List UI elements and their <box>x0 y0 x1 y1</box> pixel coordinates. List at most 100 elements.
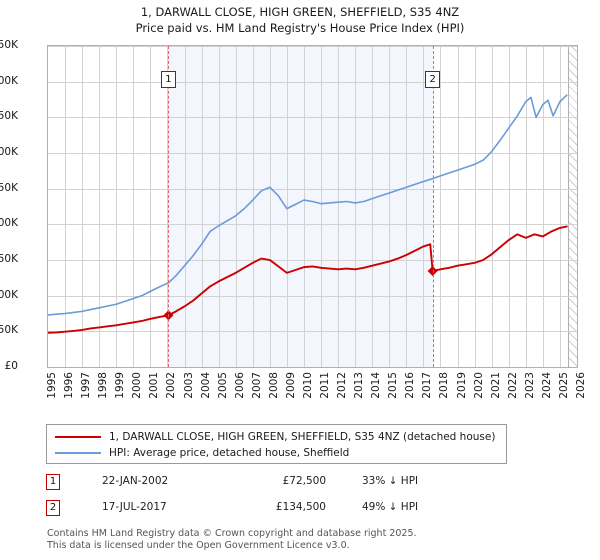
gridline-vertical <box>116 46 118 367</box>
event-marker-label[interactable]: 1 <box>160 71 176 88</box>
x-axis-tick-label: 2020 <box>472 372 485 399</box>
gridline-vertical <box>457 46 459 367</box>
x-axis-tick-label: 2016 <box>404 372 417 399</box>
y-axis-tick-label: £150K <box>0 253 18 265</box>
y-axis-tick-label: £300K <box>0 146 18 158</box>
y-axis-tick-label: £400K <box>0 74 18 87</box>
transaction-index-badge: 2 <box>46 500 60 516</box>
gridline-horizontal <box>48 188 577 190</box>
x-axis-tick-label: 1999 <box>114 372 127 399</box>
x-axis-tick-label: 2007 <box>250 372 263 399</box>
x-axis-tick-label: 2006 <box>233 372 246 399</box>
gridline-horizontal <box>48 117 577 119</box>
chart-no-data-region <box>568 46 577 367</box>
chart-legend: 1, DARWALL CLOSE, HIGH GREEN, SHEFFIELD,… <box>46 424 507 464</box>
gridline-vertical <box>252 46 254 367</box>
footer-attribution: Contains HM Land Registry data © Crown c… <box>47 528 567 551</box>
x-axis-tick-label: 2000 <box>131 372 144 399</box>
gridline-vertical <box>542 46 544 367</box>
gridline-vertical <box>99 46 101 367</box>
transaction-hpi-delta: 33% ↓ HPI <box>362 475 419 487</box>
chart-series-layer <box>48 94 568 334</box>
x-axis-tick-label: 2021 <box>489 372 502 399</box>
gridline-vertical <box>218 46 220 367</box>
transaction-price: £72,500 <box>282 475 326 487</box>
gridline-vertical <box>150 46 152 367</box>
table-row[interactable]: 1 22-JAN-2002 £72,500 33% ↓ HPI <box>46 472 516 498</box>
gridline-horizontal <box>48 46 577 47</box>
x-axis-tick-label: 2002 <box>165 372 178 399</box>
gridline-vertical <box>286 46 288 367</box>
x-axis-tick-label: 2019 <box>455 372 468 399</box>
legend-swatch-price-paid <box>55 436 101 438</box>
x-axis-tick-label: 2018 <box>438 372 451 399</box>
x-axis-tick-label: 2013 <box>353 372 366 399</box>
y-axis-tick-label: £250K <box>0 181 18 194</box>
legend-entry-price-paid: 1, DARWALL CLOSE, HIGH GREEN, SHEFFIELD,… <box>53 429 500 445</box>
gridline-vertical <box>184 46 186 367</box>
gridline-horizontal <box>48 260 577 261</box>
gridline-vertical <box>303 46 305 367</box>
gridline-vertical <box>372 46 374 367</box>
gridline-vertical <box>355 46 357 367</box>
gridline-vertical <box>133 46 135 367</box>
x-axis-tick-label: 2008 <box>267 372 280 399</box>
chart-shaded-span <box>168 46 433 367</box>
gridline-horizontal <box>48 331 577 333</box>
x-axis-tick-label: 2001 <box>148 372 161 399</box>
gridline-vertical <box>474 46 476 367</box>
x-axis-tick-label: 2022 <box>506 372 519 399</box>
transaction-price: £134,500 <box>275 501 326 513</box>
x-axis-tick-label: 2003 <box>182 372 195 399</box>
x-axis-tick-label: 1995 <box>46 372 58 399</box>
transaction-date: 17-JUL-2017 <box>102 501 167 513</box>
gridline-vertical <box>491 46 493 367</box>
gridline-horizontal <box>48 295 577 297</box>
x-axis-tick-label: 2026 <box>575 372 587 399</box>
x-axis-tick-label: 2010 <box>301 372 314 399</box>
y-axis-tick-label: £0 <box>4 360 18 372</box>
gridline-vertical <box>389 46 391 367</box>
footer-line-1: Contains HM Land Registry data © Crown c… <box>47 528 417 539</box>
table-row[interactable]: 2 17-JUL-2017 £134,500 49% ↓ HPI <box>46 498 516 524</box>
y-axis-tick-label: £100K <box>0 288 18 301</box>
transaction-date: 22-JAN-2002 <box>102 475 169 487</box>
x-axis-tick-label: 1997 <box>80 372 93 399</box>
transaction-hpi-delta: 49% ↓ HPI <box>362 501 419 513</box>
gridline-vertical <box>235 46 237 367</box>
x-axis-tick-label: 2012 <box>336 372 349 399</box>
title-line-1: 1, DARWALL CLOSE, HIGH GREEN, SHEFFIELD,… <box>140 5 460 19</box>
transaction-index-badge: 1 <box>46 474 60 490</box>
gridline-vertical <box>269 46 271 367</box>
legend-label-hpi: HPI: Average price, detached house, Shef… <box>109 447 350 459</box>
gridline-vertical <box>406 46 408 367</box>
gridline-horizontal <box>48 224 577 226</box>
gridline-vertical <box>167 46 169 367</box>
y-axis-tick-label: £450K <box>0 39 18 51</box>
x-axis-tick-label: 2023 <box>523 372 536 399</box>
x-axis-tick-label: 2005 <box>216 372 229 399</box>
gridline-vertical <box>82 46 84 367</box>
transactions-table: 1 22-JAN-2002 £72,500 33% ↓ HPI 2 17-JUL-2017… <box>46 472 516 524</box>
event-marker-label[interactable]: 2 <box>425 71 441 88</box>
y-axis-tick-label: £200K <box>0 217 18 230</box>
gridline-vertical <box>338 46 340 367</box>
x-axis-tick-label: 2011 <box>319 372 332 399</box>
x-axis-tick-label: 2014 <box>370 372 383 399</box>
series-line-price-paid <box>48 225 568 334</box>
gridline-vertical <box>321 46 323 367</box>
gridline-vertical <box>201 46 203 367</box>
x-axis-tick-label: 1998 <box>97 372 110 399</box>
legend-entry-hpi: HPI: Average price, detached house, Shef… <box>53 445 500 461</box>
gridline-vertical <box>423 46 425 367</box>
series-line-hpi <box>48 94 568 316</box>
title-line-2: Price paid vs. HM Land Registry's House … <box>135 21 465 35</box>
legend-swatch-hpi <box>55 452 101 454</box>
x-axis-tick-label: 2004 <box>199 372 212 399</box>
x-axis-tick-label: 2017 <box>421 372 434 399</box>
gridline-vertical <box>440 46 442 367</box>
gridline-vertical <box>508 46 510 367</box>
x-axis-tick-label: 2009 <box>284 372 297 399</box>
gridline-vertical <box>559 46 561 367</box>
